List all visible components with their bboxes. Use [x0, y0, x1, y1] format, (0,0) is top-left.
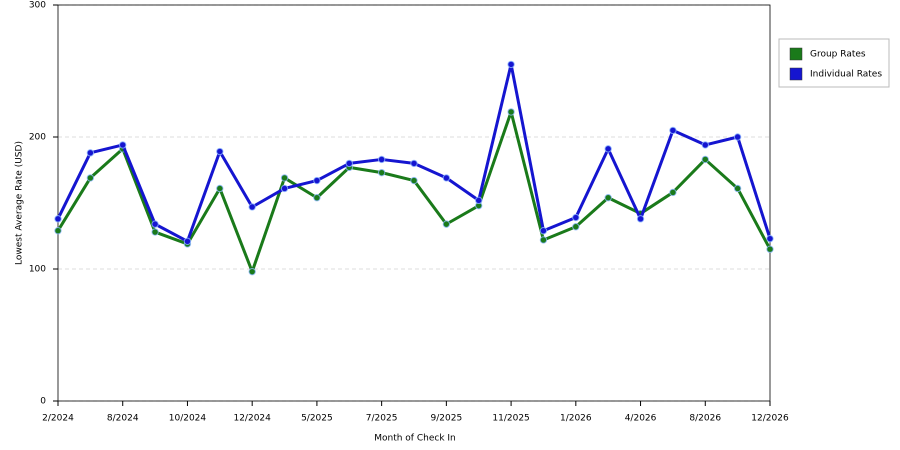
data-point: [86, 174, 95, 182]
data-point: [54, 227, 62, 235]
legend-swatch: [789, 67, 803, 81]
data-point: [539, 227, 548, 235]
data-point: [345, 159, 353, 168]
data-point: [604, 194, 612, 202]
data-point: [442, 174, 451, 182]
data-point: [669, 188, 677, 197]
data-point: [183, 237, 192, 245]
data-point: [410, 176, 418, 185]
x-tick-label: 2/2024: [42, 414, 74, 424]
data-point: [313, 194, 321, 202]
series-line: [56, 110, 772, 274]
legend-swatch: [789, 47, 803, 61]
x-tick-label: 8/2026: [689, 414, 721, 424]
data-point: [280, 174, 289, 182]
legend-label: Individual Rates: [810, 70, 882, 80]
y-axis-label: Lowest Average Rate (USD): [15, 141, 25, 265]
y-tick-label: 300: [29, 1, 46, 11]
data-point: [54, 215, 62, 223]
data-point: [475, 196, 483, 205]
data-point: [507, 108, 515, 116]
data-point: [766, 245, 774, 253]
x-tick-label: 5/2025: [301, 414, 333, 424]
data-point: [313, 176, 321, 185]
data-point: [280, 184, 289, 193]
data-point: [572, 223, 580, 231]
x-tick-label: 9/2025: [431, 414, 463, 424]
data-point: [119, 141, 127, 149]
y-tick-label: 100: [29, 265, 46, 275]
data-point: [86, 149, 95, 157]
x-tick-label: 1/2026: [560, 414, 592, 424]
data-point: [377, 155, 386, 164]
y-tick-label: 200: [29, 133, 46, 143]
data-point: [507, 60, 515, 69]
data-point: [248, 267, 256, 276]
series-line: [56, 62, 772, 243]
data-point: [572, 213, 580, 222]
data-point: [151, 228, 159, 236]
x-axis-label: Month of Check In: [374, 434, 456, 444]
data-point: [733, 184, 742, 193]
data-point: [539, 236, 548, 244]
x-tick-label: 4/2026: [625, 414, 657, 424]
data-point: [733, 133, 742, 141]
plot-frame: [57, 4, 771, 402]
data-point: [636, 215, 645, 223]
x-tick-label: 7/2025: [366, 414, 398, 424]
data-point: [216, 184, 224, 193]
x-tick-label: 12/2024: [233, 414, 271, 424]
x-tick-label: 11/2025: [492, 414, 529, 424]
data-point: [248, 203, 256, 211]
data-point: [442, 220, 451, 228]
x-tick-label: 8/2024: [107, 414, 139, 424]
data-point: [604, 145, 612, 153]
data-point: [410, 159, 418, 168]
data-point: [377, 168, 386, 177]
data-point: [216, 147, 224, 156]
data-point: [701, 155, 709, 164]
data-point: [701, 141, 709, 149]
data-point: [766, 234, 774, 243]
legend-label: Group Rates: [810, 50, 866, 60]
x-tick-label: 10/2024: [169, 414, 207, 424]
x-tick-label: 12/2026: [751, 414, 789, 424]
y-tick-label: 0: [40, 397, 46, 407]
data-point: [151, 220, 159, 228]
data-point: [669, 126, 677, 135]
